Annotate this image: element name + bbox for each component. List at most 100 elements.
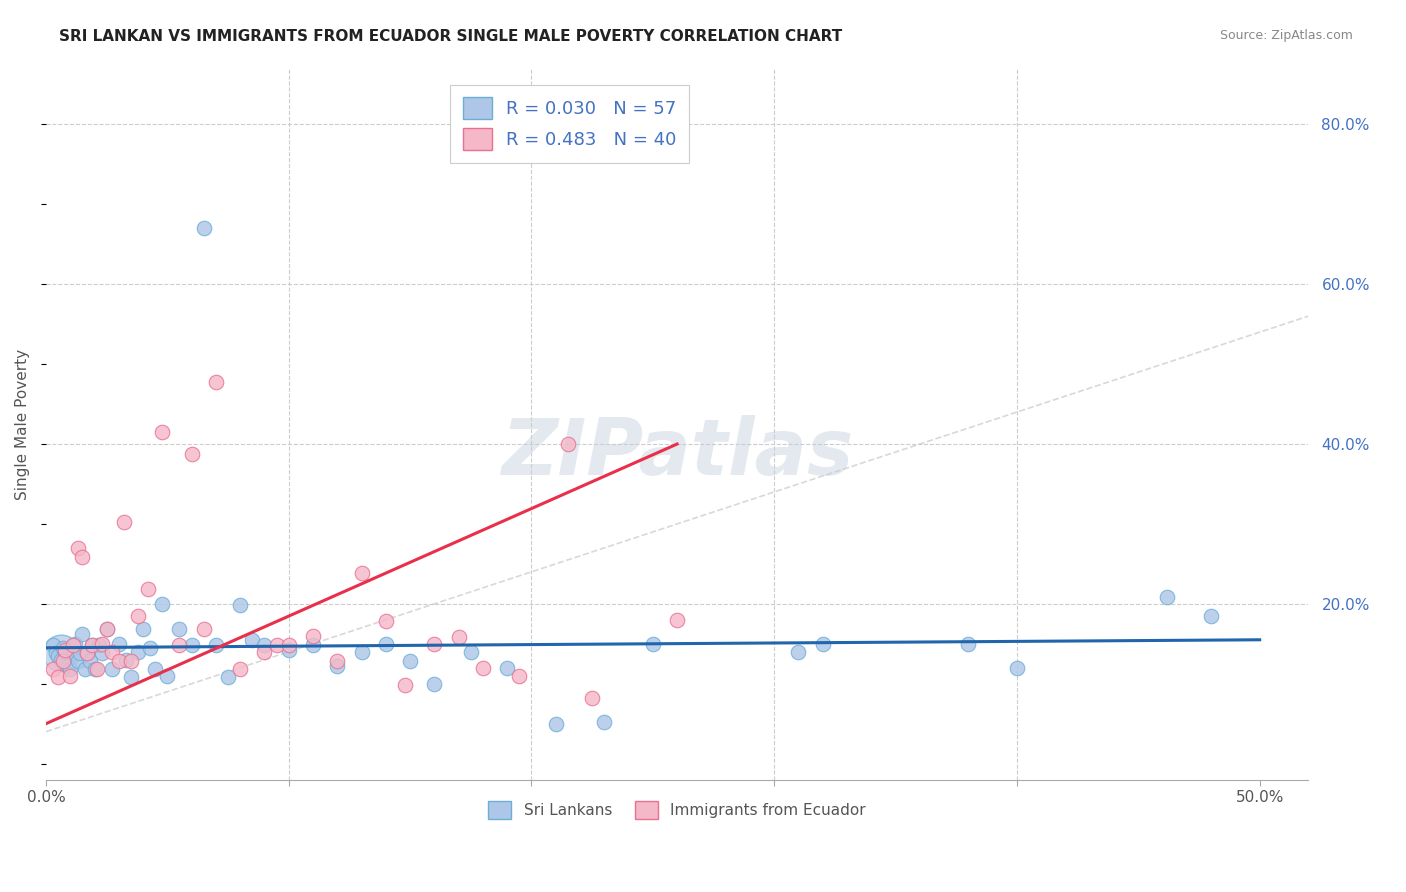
Point	[253, 645, 276, 659]
Point	[83, 662, 105, 676]
Point	[73, 662, 96, 676]
Point	[666, 613, 689, 627]
Point	[59, 669, 82, 683]
Point	[277, 639, 299, 653]
Point	[139, 640, 162, 655]
Point	[394, 678, 416, 692]
Point	[593, 715, 616, 730]
Point	[107, 654, 129, 668]
Point	[127, 608, 149, 623]
Point	[49, 653, 72, 667]
Point	[217, 670, 239, 684]
Point	[127, 645, 149, 659]
Point	[508, 669, 530, 683]
Point	[399, 654, 422, 668]
Point	[55, 645, 77, 659]
Point	[350, 566, 373, 581]
Point	[132, 623, 155, 637]
Point	[1005, 661, 1028, 675]
Point	[115, 653, 138, 667]
Point	[80, 639, 103, 653]
Point	[59, 662, 82, 676]
Point	[229, 662, 252, 676]
Y-axis label: Single Male Poverty: Single Male Poverty	[15, 349, 30, 500]
Point	[471, 661, 494, 675]
Point	[46, 648, 69, 663]
Point	[96, 623, 118, 637]
Point	[72, 550, 94, 565]
Point	[120, 670, 142, 684]
Point	[557, 437, 579, 451]
Point	[180, 447, 202, 461]
Legend: Sri Lankans, Immigrants from Ecuador: Sri Lankans, Immigrants from Ecuador	[482, 795, 872, 825]
Point	[229, 599, 252, 613]
Point	[76, 646, 98, 660]
Point	[374, 637, 396, 651]
Point	[100, 662, 122, 676]
Point	[86, 662, 108, 676]
Point	[89, 639, 111, 653]
Point	[957, 637, 980, 651]
Point	[277, 643, 299, 657]
Point	[63, 637, 86, 651]
Point	[787, 645, 810, 659]
Point	[143, 662, 166, 676]
Point	[42, 662, 65, 676]
Point	[581, 691, 603, 706]
Point	[326, 659, 349, 673]
Point	[326, 654, 349, 668]
Point	[152, 597, 174, 611]
Point	[350, 645, 373, 659]
Point	[80, 639, 103, 653]
Point	[1199, 608, 1222, 623]
Point	[496, 661, 519, 675]
Point	[79, 654, 101, 668]
Point	[156, 669, 179, 683]
Point	[62, 639, 84, 653]
Point	[193, 221, 215, 235]
Point	[169, 623, 191, 637]
Point	[240, 632, 263, 647]
Point	[62, 646, 84, 660]
Point	[302, 629, 325, 643]
Point	[302, 639, 325, 653]
Point	[641, 637, 664, 651]
Point	[152, 425, 174, 439]
Point	[253, 639, 276, 653]
Point	[52, 654, 75, 668]
Point	[447, 631, 470, 645]
Point	[107, 637, 129, 651]
Point	[1156, 591, 1178, 605]
Point	[266, 639, 288, 653]
Point	[45, 646, 67, 660]
Point	[180, 639, 202, 653]
Text: SRI LANKAN VS IMMIGRANTS FROM ECUADOR SINGLE MALE POVERTY CORRELATION CHART: SRI LANKAN VS IMMIGRANTS FROM ECUADOR SI…	[59, 29, 842, 45]
Point	[205, 639, 228, 653]
Point	[460, 645, 482, 659]
Point	[66, 541, 89, 555]
Point	[423, 677, 446, 691]
Point	[56, 659, 79, 673]
Point	[96, 623, 118, 637]
Point	[55, 643, 77, 657]
Point	[49, 646, 72, 660]
Point	[544, 716, 567, 731]
Point	[205, 375, 228, 389]
Point	[90, 637, 112, 651]
Point	[66, 654, 89, 668]
Point	[193, 623, 215, 637]
Text: Source: ZipAtlas.com: Source: ZipAtlas.com	[1219, 29, 1353, 43]
Point	[72, 627, 94, 641]
Point	[46, 670, 69, 684]
Point	[42, 639, 65, 653]
Point	[120, 654, 142, 668]
Text: ZIPatlas: ZIPatlas	[501, 415, 853, 491]
Point	[169, 639, 191, 653]
Point	[811, 637, 834, 651]
Point	[69, 646, 91, 660]
Point	[112, 516, 135, 530]
Point	[136, 582, 159, 597]
Point	[76, 646, 98, 660]
Point	[100, 645, 122, 659]
Point	[90, 646, 112, 660]
